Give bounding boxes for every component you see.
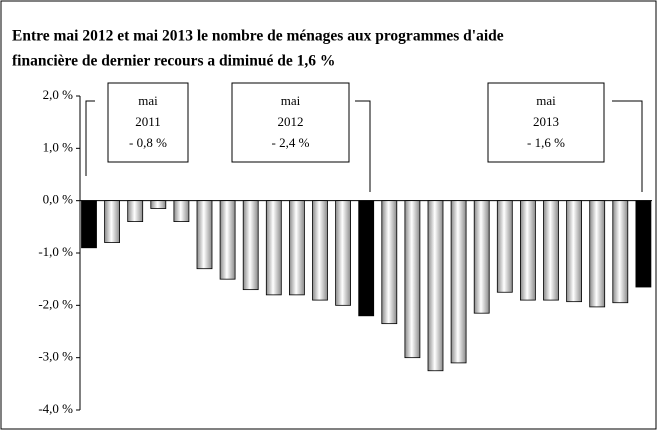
bar [196, 200, 213, 270]
bar [612, 200, 629, 304]
annotation-box [231, 82, 350, 163]
annotation-box [487, 82, 605, 163]
y-tick-label: -1,0 % [38, 244, 73, 259]
bar [150, 200, 167, 209]
bar [265, 200, 282, 296]
bar [312, 200, 328, 301]
bar [427, 200, 444, 372]
annotation-text: mai [536, 93, 556, 108]
y-tick-label: 0,0 % [43, 192, 74, 207]
y-tick-label: 1,0 % [43, 139, 74, 154]
bar [335, 200, 352, 306]
bar [404, 200, 421, 359]
connector [85, 100, 95, 176]
annotation-text: - 0,8 % [129, 135, 167, 150]
bar [635, 200, 652, 288]
bar [473, 200, 490, 314]
bar [288, 200, 305, 296]
y-tick-label: -2,0 % [38, 296, 73, 311]
annotation-text: mai [281, 93, 301, 108]
bar [173, 200, 190, 223]
bar [127, 200, 144, 223]
chart-title: financière de dernier recours a diminué … [12, 53, 335, 70]
bar [219, 200, 236, 280]
y-tick-label: -4,0 % [38, 401, 73, 416]
bar [589, 200, 606, 308]
chart-title: Entre mai 2012 et mai 2013 le nombre de … [12, 28, 504, 45]
bar [358, 200, 375, 317]
annotation-text: mai [138, 93, 158, 108]
bar [543, 200, 559, 301]
annotation-box [107, 82, 189, 163]
annotation-text: 2011 [135, 114, 161, 129]
annotation-text: 2012 [278, 114, 304, 129]
bar [81, 200, 97, 249]
bar [520, 200, 536, 301]
annotation-text: - 2,4 % [272, 135, 310, 150]
annotation-text: 2013 [533, 114, 559, 129]
bar [104, 200, 120, 243]
connector [612, 100, 643, 192]
bar [496, 200, 513, 293]
annotation-text: - 1,6 % [527, 135, 565, 150]
connector [355, 100, 371, 192]
bar [381, 200, 398, 325]
bar [566, 200, 582, 303]
bar [242, 200, 259, 291]
y-tick-label: 2,0 % [43, 87, 74, 102]
bar [450, 200, 467, 364]
y-tick-label: -3,0 % [38, 349, 73, 364]
